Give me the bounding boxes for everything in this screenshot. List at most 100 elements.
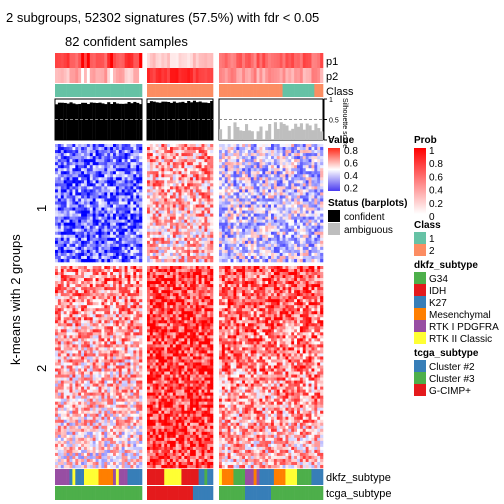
p2-cell [227,68,231,83]
p1-cell [317,53,321,68]
class-cell [136,84,140,97]
tcga-cell [253,486,257,500]
tcga-cell [95,486,99,500]
p2-cell [224,68,228,83]
tcga-cell [204,486,208,500]
dkfz-cell [95,469,99,485]
p1-cell [152,53,156,68]
p2-cell [136,68,140,83]
tcga-cell [178,486,182,500]
p1-cell [72,53,76,68]
class-cell [110,84,114,97]
class-cell [184,84,188,97]
class-cell [127,84,131,97]
silhouette-bar [161,101,165,140]
tcga-cell [262,486,266,500]
dkfz-cell [320,469,324,485]
class-cell [178,84,182,97]
dkfz-cell [317,469,321,485]
silhouette-bar [239,130,243,140]
p1-cell [227,53,231,68]
p1-cell [221,53,226,68]
class-cell [84,84,88,97]
class-cell [195,84,199,97]
class-cell [236,84,240,97]
dkfz-cell [256,469,260,485]
class-cell [158,84,162,97]
tcga-cell [167,486,171,500]
p1-cell [147,53,151,68]
p2-cell [86,68,91,83]
heatmap-block-r2-c1 [55,266,143,469]
p2-cell [285,68,289,83]
silhouette-bar [66,103,70,140]
silhouette-bar [245,124,249,140]
class-cell [92,84,96,97]
silhouette-bar [317,128,321,140]
tcga-cell [305,486,309,500]
silhouette-bar [89,102,93,140]
silhouette-bar [152,101,156,140]
class-cell [86,84,91,97]
class-cell [72,84,76,97]
class-cell [107,84,111,97]
class-cell [247,84,252,97]
dkfz-cell [184,469,188,485]
p1-cell [308,53,312,68]
heatmap-block-r1-c1 [55,144,143,263]
silhouette-bar [107,102,111,140]
p1-cell [86,53,91,68]
p1-cell [195,53,199,68]
dkfz-cell [314,469,318,485]
silhouette-bar [84,102,88,140]
tcga-cell [250,486,254,500]
p2-cell [256,68,260,83]
silhouette-bar [113,102,117,140]
silhouette-tick-label: 1 [329,97,333,104]
p1-cell [55,53,59,68]
p2-cell [155,68,159,83]
class-cell [297,84,301,97]
dkfz-cell [149,469,154,485]
class-cell [175,84,179,97]
status-legend-swatch [328,223,340,235]
dkfz-cell [172,469,176,485]
p2-cell [69,68,73,83]
p2-cell [184,68,188,83]
dkfz-cell [245,469,249,485]
class-cell [291,84,295,97]
dkfz-cell [167,469,171,485]
prob-legend-tick: 0.2 [429,199,443,210]
p2-cell [279,68,283,83]
p1-cell [155,53,159,68]
p1-cell [161,53,165,68]
class-legend-title: Class [414,220,441,231]
p2-cell [187,68,191,83]
dkfz-cell [268,469,272,485]
tcga-cell [101,486,105,500]
p2-cell [210,68,214,83]
p2-cell [299,68,304,83]
class-cell [276,84,280,97]
tcga-legend-swatch [414,372,426,384]
silhouette-bar [204,102,208,140]
silhouette-bar [184,102,188,140]
dkfz-cell [224,469,228,485]
class-cell [250,84,254,97]
class-cell [219,84,223,97]
silhouette-bar [78,103,82,140]
class-cell [245,84,249,97]
dkfz-cell [276,469,280,485]
class-cell [155,84,159,97]
p1-cell [95,53,99,68]
p1-cell [288,53,292,68]
class-cell [233,84,237,97]
class-cell [164,84,168,97]
p2-cell [63,68,67,83]
class-cell [78,84,82,97]
p1-cell [279,53,283,68]
silhouette-bar [294,123,298,140]
class-cell [259,84,263,97]
tcga-cell [124,486,128,500]
tcga-cell [78,486,82,500]
